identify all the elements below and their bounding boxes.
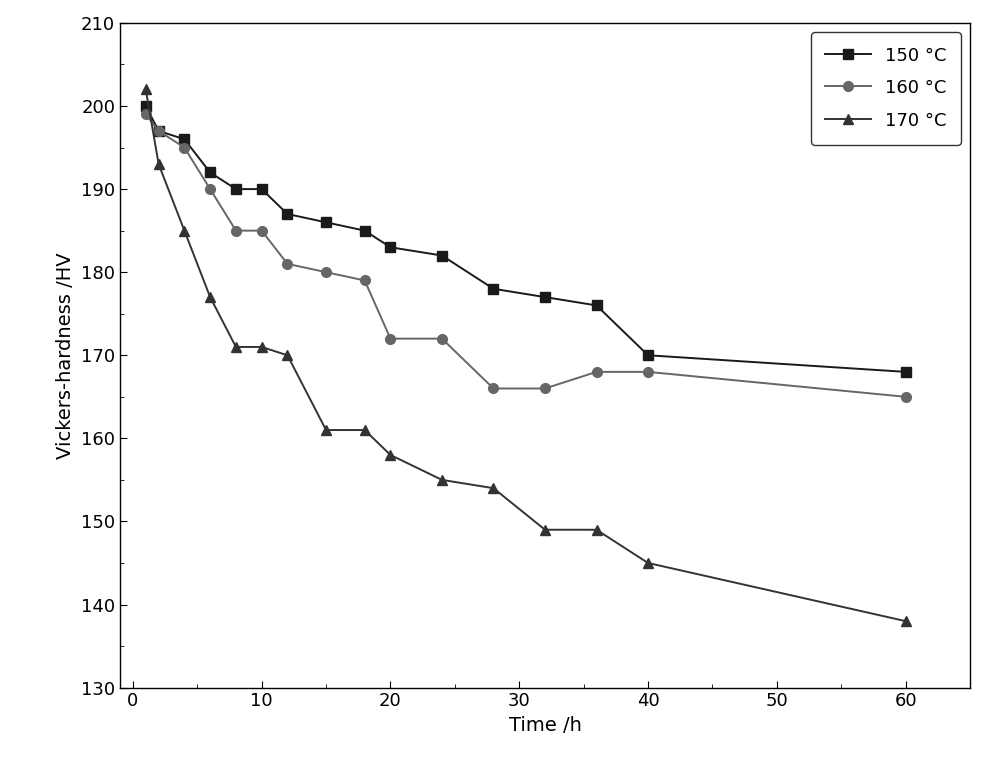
Y-axis label: Vickers-hardness /HV: Vickers-hardness /HV	[56, 252, 75, 458]
170 °C	[140, 85, 152, 94]
170 °C	[153, 160, 165, 169]
150 °C	[591, 301, 603, 310]
150 °C	[256, 184, 268, 193]
150 °C	[359, 226, 371, 235]
170 °C	[204, 293, 216, 302]
150 °C	[900, 367, 912, 377]
Line: 170 °C: 170 °C	[141, 85, 910, 626]
150 °C	[320, 218, 332, 227]
150 °C	[204, 168, 216, 177]
170 °C	[642, 558, 654, 568]
160 °C	[359, 276, 371, 285]
150 °C	[230, 184, 242, 193]
160 °C	[178, 143, 190, 152]
X-axis label: Time /h: Time /h	[509, 716, 581, 735]
170 °C	[900, 617, 912, 626]
160 °C	[204, 184, 216, 193]
160 °C	[256, 226, 268, 235]
160 °C	[539, 384, 551, 393]
150 °C	[642, 351, 654, 360]
170 °C	[281, 351, 293, 360]
170 °C	[487, 484, 499, 493]
160 °C	[320, 267, 332, 277]
Legend: 150 °C, 160 °C, 170 °C: 150 °C, 160 °C, 170 °C	[811, 32, 961, 144]
170 °C	[384, 450, 396, 459]
150 °C	[281, 209, 293, 219]
160 °C	[900, 392, 912, 401]
160 °C	[384, 334, 396, 343]
170 °C	[591, 525, 603, 534]
160 °C	[436, 334, 448, 343]
150 °C	[140, 102, 152, 111]
150 °C	[178, 134, 190, 144]
150 °C	[487, 284, 499, 293]
150 °C	[436, 251, 448, 260]
160 °C	[591, 367, 603, 377]
170 °C	[230, 342, 242, 351]
150 °C	[384, 243, 396, 252]
160 °C	[153, 126, 165, 135]
160 °C	[487, 384, 499, 393]
150 °C	[539, 293, 551, 302]
170 °C	[359, 426, 371, 435]
Line: 150 °C: 150 °C	[141, 101, 910, 377]
Line: 160 °C: 160 °C	[141, 109, 910, 402]
170 °C	[436, 475, 448, 484]
170 °C	[256, 342, 268, 351]
160 °C	[230, 226, 242, 235]
160 °C	[140, 110, 152, 119]
170 °C	[320, 426, 332, 435]
170 °C	[178, 226, 190, 235]
160 °C	[642, 367, 654, 377]
160 °C	[281, 259, 293, 268]
150 °C	[153, 126, 165, 135]
170 °C	[539, 525, 551, 534]
